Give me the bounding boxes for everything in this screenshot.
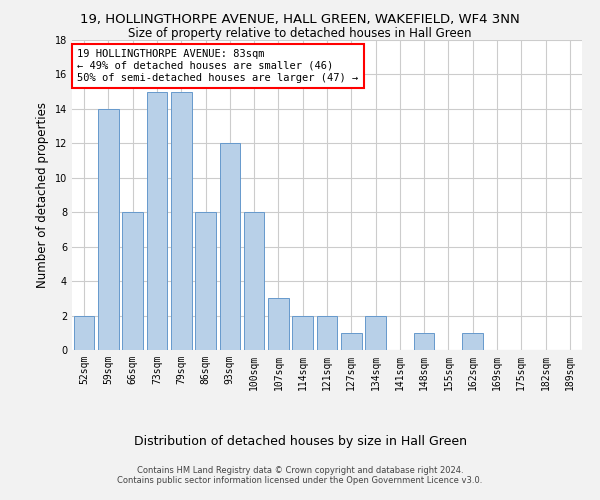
Text: 19 HOLLINGTHORPE AVENUE: 83sqm
← 49% of detached houses are smaller (46)
50% of : 19 HOLLINGTHORPE AVENUE: 83sqm ← 49% of … (77, 50, 358, 82)
Bar (463, 333, 483, 350)
Bar (244, 212, 265, 350)
Text: Size of property relative to detached houses in Hall Green: Size of property relative to detached ho… (128, 28, 472, 40)
Bar (414, 333, 434, 350)
Bar (122, 212, 143, 350)
Bar (220, 144, 240, 350)
Text: Distribution of detached houses by size in Hall Green: Distribution of detached houses by size … (133, 435, 467, 448)
Bar (146, 92, 167, 350)
Text: 19, HOLLINGTHORPE AVENUE, HALL GREEN, WAKEFIELD, WF4 3NN: 19, HOLLINGTHORPE AVENUE, HALL GREEN, WA… (80, 12, 520, 26)
Bar (74, 316, 94, 350)
Bar (268, 298, 289, 350)
Bar (341, 333, 362, 350)
Bar (292, 316, 313, 350)
Y-axis label: Number of detached properties: Number of detached properties (36, 102, 49, 288)
Text: Contains HM Land Registry data © Crown copyright and database right 2024.
Contai: Contains HM Land Registry data © Crown c… (118, 466, 482, 485)
Bar (365, 316, 386, 350)
Bar (98, 109, 119, 350)
Bar (317, 316, 337, 350)
Bar (195, 212, 216, 350)
Bar (171, 92, 191, 350)
